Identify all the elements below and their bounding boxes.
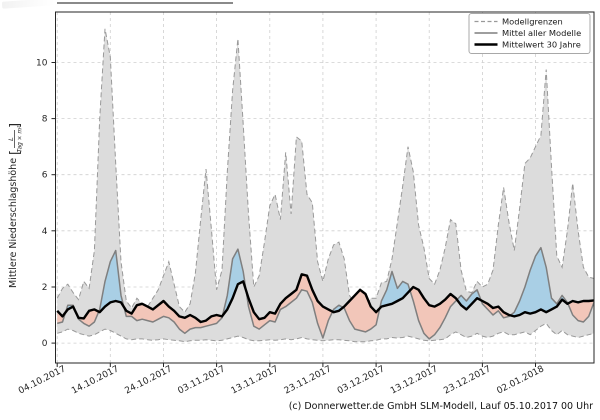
legend-entry-label: Modellgrenzen [502, 16, 563, 26]
legend-entry-label: Mittel aller Modelle [502, 28, 581, 38]
model-bounds-band [57, 28, 594, 342]
x-tick-label: 02.01.2018 [495, 364, 546, 396]
y-axis-label: Mittlere Niederschlagshöhe [ L Tag × m²] [7, 123, 23, 288]
y-tick-label: 0 [42, 339, 48, 349]
x-tick-labels: 04.10.2017 14.10.2017 24.10.2017 03.11.2017… [17, 364, 546, 396]
unit-denominator: Tag × m² [16, 125, 23, 152]
x-tick-label: 13.11.2017 [230, 364, 280, 396]
top-crop-artifact-line [57, 2, 233, 4]
caption: (c) Donnerwetter.de GmbH SLM-Modell, Lau… [288, 401, 593, 412]
axis-ticks [51, 62, 536, 367]
model-mean-line [57, 246, 595, 340]
model-bounds-lower-line [57, 322, 595, 343]
y-tick-label: 2 [42, 283, 48, 293]
x-tick-label: 24.10.2017 [123, 364, 173, 396]
x-tick-label: 13.12.2017 [389, 364, 439, 396]
y-axis-label-text: Mittlere Niederschlagshöhe [8, 158, 19, 288]
model-bounds-upper-line [56, 28, 595, 314]
y-tick-label: 4 [42, 227, 48, 237]
x-tick-label: 23.11.2017 [283, 364, 333, 396]
y-tick-label: 10 [36, 59, 48, 69]
unit-numerator: L [7, 137, 15, 141]
x-tick-label: 04.10.2017 [17, 364, 67, 396]
legend: Modellgrenzen Mittel aller ModelleMittelw… [468, 13, 591, 54]
y-tick-label: 8 [42, 115, 48, 125]
unit-bracket-open: [ [8, 150, 23, 155]
x-tick-label: 03.12.2017 [336, 364, 386, 396]
unit-bracket-close: ] [8, 123, 23, 128]
x-tick-label: 23.12.2017 [442, 364, 492, 396]
y-tick-labels: 0 2 4 6 8 10 [36, 59, 48, 350]
mean-30y-line [56, 273, 595, 324]
legend-box [468, 13, 591, 54]
y-tick-label: 6 [42, 171, 48, 181]
x-tick-label: 14.10.2017 [70, 364, 120, 396]
legend-entry-label: Mittelwert 30 Jahre [502, 39, 581, 49]
x-tick-label: 03.11.2017 [177, 364, 227, 396]
axis-frame [55, 11, 595, 364]
